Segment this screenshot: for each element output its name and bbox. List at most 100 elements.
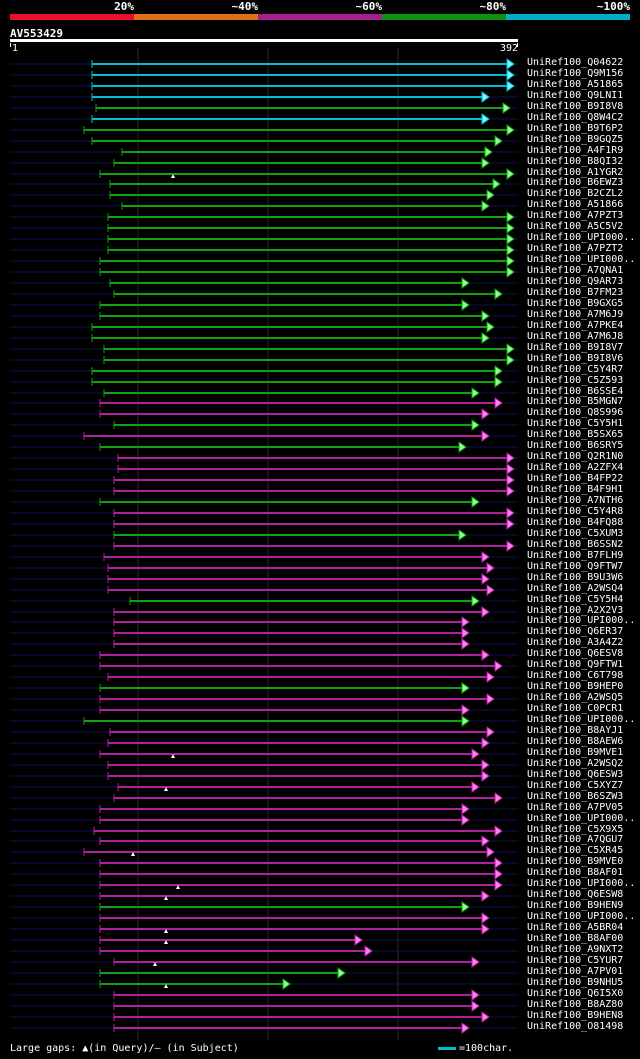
hit-label[interactable]: UniRef100_B8AZ80 bbox=[527, 999, 624, 1010]
hit-label[interactable]: UniRef100_Q6ER37 bbox=[527, 626, 624, 637]
hit-label[interactable]: UniRef100_B7FM23 bbox=[527, 287, 624, 298]
hit-label[interactable]: UniRef100_B6SZW3 bbox=[527, 791, 624, 802]
hit-label[interactable]: UniRef100_A7PV01 bbox=[527, 966, 624, 977]
hit-label[interactable]: UniRef100_A3A4Z2 bbox=[527, 637, 624, 648]
hit-label[interactable]: UniRef100_Q9FTW7 bbox=[527, 561, 624, 572]
hit-label[interactable]: UniRef100_UPI000.. bbox=[527, 714, 636, 725]
hit-label[interactable]: UniRef100_A5C5V2 bbox=[527, 221, 624, 232]
hit-arrow-icon bbox=[461, 682, 470, 694]
hit-label[interactable]: UniRef100_B5MGN7 bbox=[527, 396, 624, 407]
hit-label[interactable]: UniRef100_B6SSE4 bbox=[527, 386, 624, 397]
hit-label[interactable]: UniRef100_Q6ESW3 bbox=[527, 769, 624, 780]
hit-label[interactable]: UniRef100_B5SX65 bbox=[527, 429, 624, 440]
hit-label[interactable]: UniRef100_Q04622 bbox=[527, 57, 624, 68]
hit-label[interactable]: UniRef100_A9NXT2 bbox=[527, 944, 624, 955]
hit-label[interactable]: UniRef100_C5Y4R8 bbox=[527, 506, 624, 517]
hit-label[interactable]: UniRef100_C5XYZ7 bbox=[527, 780, 624, 791]
hit-label[interactable]: UniRef100_Q6ESV8 bbox=[527, 648, 624, 659]
hit-arrow-icon bbox=[486, 726, 495, 738]
hit-label[interactable]: UniRef100_Q9FTW1 bbox=[527, 659, 624, 670]
hit-label[interactable]: UniRef100_A7M6J9 bbox=[527, 309, 624, 320]
hit-label[interactable]: UniRef100_B7FLH9 bbox=[527, 550, 624, 561]
hit-label[interactable]: UniRef100_A7PV05 bbox=[527, 802, 624, 813]
hit-label[interactable]: UniRef100_A2WSQ2 bbox=[527, 758, 624, 769]
hit-label[interactable]: UniRef100_Q9LNI1 bbox=[527, 90, 624, 101]
hit-label[interactable]: UniRef100_C0PCR1 bbox=[527, 703, 624, 714]
hit-label[interactable]: UniRef100_B9HEN9 bbox=[527, 900, 624, 911]
hit-label[interactable]: UniRef100_A7M6J8 bbox=[527, 331, 624, 342]
hit-label[interactable]: UniRef100_UPI000.. bbox=[527, 813, 636, 824]
hit-label[interactable]: UniRef100_Q6I5X0 bbox=[527, 988, 624, 999]
hit-label[interactable]: UniRef100_B8QI32 bbox=[527, 156, 624, 167]
scale-segment-40 bbox=[134, 14, 258, 20]
query-gap-icon bbox=[171, 754, 175, 758]
query-id: AV553429 bbox=[10, 27, 63, 40]
hit-label[interactable]: UniRef100_B9I8V6 bbox=[527, 353, 624, 364]
hit-label[interactable]: UniRef100_B6SSN2 bbox=[527, 539, 624, 550]
hit-label[interactable]: UniRef100_B8AEW6 bbox=[527, 736, 624, 747]
hit-label[interactable]: UniRef100_C5Y4R7 bbox=[527, 364, 624, 375]
hit-label[interactable]: UniRef100_B9I8V8 bbox=[527, 101, 624, 112]
hit-label[interactable]: UniRef100_A2WSQ5 bbox=[527, 692, 624, 703]
hit-label[interactable]: UniRef100_A7NTH6 bbox=[527, 495, 624, 506]
hit-label[interactable]: UniRef100_B4F9H1 bbox=[527, 484, 624, 495]
hit-label[interactable]: UniRef100_A5BR04 bbox=[527, 922, 624, 933]
hit-label[interactable]: UniRef100_B9T6P2 bbox=[527, 123, 624, 134]
hit-label[interactable]: UniRef100_C5YUR7 bbox=[527, 955, 624, 966]
hit-label[interactable]: UniRef100_Q2R1N0 bbox=[527, 451, 624, 462]
hit-label[interactable]: UniRef100_C6T798 bbox=[527, 670, 624, 681]
hit-label[interactable]: UniRef100_A1YGR2 bbox=[527, 167, 624, 178]
hit-label[interactable]: UniRef100_A7PKE4 bbox=[527, 320, 624, 331]
hit-label[interactable]: UniRef100_B9GXG5 bbox=[527, 298, 624, 309]
hit-label[interactable]: UniRef100_B2CZL2 bbox=[527, 188, 624, 199]
hit-label[interactable]: UniRef100_B6EWZ3 bbox=[527, 177, 624, 188]
query-gap-icon bbox=[164, 929, 168, 933]
hit-label[interactable]: UniRef100_A2X2V3 bbox=[527, 605, 624, 616]
hit-label[interactable]: UniRef100_B9HEP0 bbox=[527, 681, 624, 692]
hit-label[interactable]: UniRef100_UPI000.. bbox=[527, 911, 636, 922]
hit-label[interactable]: UniRef100_UPI000.. bbox=[527, 878, 636, 889]
hit-arrow-icon bbox=[354, 934, 363, 946]
hit-label[interactable]: UniRef100_B8AF01 bbox=[527, 867, 624, 878]
hit-label[interactable]: UniRef100_B4FP22 bbox=[527, 473, 624, 484]
hit-arrow-icon bbox=[337, 967, 346, 979]
hit-label[interactable]: UniRef100_Q6ESW8 bbox=[527, 889, 624, 900]
hit-label[interactable]: UniRef100_B9HEN8 bbox=[527, 1010, 624, 1021]
hit-label[interactable]: UniRef100_B9U3W6 bbox=[527, 572, 624, 583]
hit-label[interactable]: UniRef100_A7PZT2 bbox=[527, 243, 624, 254]
hit-label[interactable]: UniRef100_B9GQZ5 bbox=[527, 134, 624, 145]
hit-label[interactable]: UniRef100_Q8S996 bbox=[527, 407, 624, 418]
hit-label[interactable]: UniRef100_C5XR45 bbox=[527, 845, 624, 856]
length-legend-bar bbox=[438, 1046, 456, 1050]
hit-label[interactable]: UniRef100_Q8W4C2 bbox=[527, 112, 624, 123]
hit-label[interactable]: UniRef100_B9I8V7 bbox=[527, 342, 624, 353]
hit-label[interactable]: UniRef100_C5Z593 bbox=[527, 375, 624, 386]
hit-label[interactable]: UniRef100_B9MVE1 bbox=[527, 747, 624, 758]
hit-label[interactable]: UniRef100_A7QNA1 bbox=[527, 265, 624, 276]
hit-label[interactable]: UniRef100_B9NHU5 bbox=[527, 977, 624, 988]
hit-label[interactable]: UniRef100_UPI000.. bbox=[527, 254, 636, 265]
hit-label[interactable]: UniRef100_B8AYJ1 bbox=[527, 725, 624, 736]
hit-label[interactable]: UniRef100_Q9M156 bbox=[527, 68, 624, 79]
hit-label[interactable]: UniRef100_O81498 bbox=[527, 1021, 624, 1032]
hit-label[interactable]: UniRef100_UPI000.. bbox=[527, 615, 636, 626]
hit-label[interactable]: UniRef100_B9MVE0 bbox=[527, 856, 624, 867]
hit-label[interactable]: UniRef100_A7QGU7 bbox=[527, 834, 624, 845]
hit-label[interactable]: UniRef100_B4FQ88 bbox=[527, 517, 624, 528]
hit-label[interactable]: UniRef100_A51866 bbox=[527, 199, 624, 210]
hit-label[interactable]: UniRef100_B8AF00 bbox=[527, 933, 624, 944]
hit-label[interactable]: UniRef100_UPI000.. bbox=[527, 232, 636, 243]
hit-label[interactable]: UniRef100_A51865 bbox=[527, 79, 624, 90]
hit-arrow-icon bbox=[506, 354, 515, 366]
hit-label[interactable]: UniRef100_Q9AR73 bbox=[527, 276, 624, 287]
hit-label[interactable]: UniRef100_C5XUM3 bbox=[527, 528, 624, 539]
hit-label[interactable]: UniRef100_C5Y5H1 bbox=[527, 418, 624, 429]
hit-label[interactable]: UniRef100_B6SRY5 bbox=[527, 440, 624, 451]
hit-label[interactable]: UniRef100_A2ZFX4 bbox=[527, 462, 624, 473]
query-gap-icon bbox=[164, 984, 168, 988]
hit-label[interactable]: UniRef100_A4F1R9 bbox=[527, 145, 624, 156]
hit-label[interactable]: UniRef100_A2WSQ4 bbox=[527, 583, 624, 594]
hit-label[interactable]: UniRef100_C5Y5H4 bbox=[527, 594, 624, 605]
hit-label[interactable]: UniRef100_A7PZT3 bbox=[527, 210, 624, 221]
hit-label[interactable]: UniRef100_C5X9X5 bbox=[527, 824, 624, 835]
